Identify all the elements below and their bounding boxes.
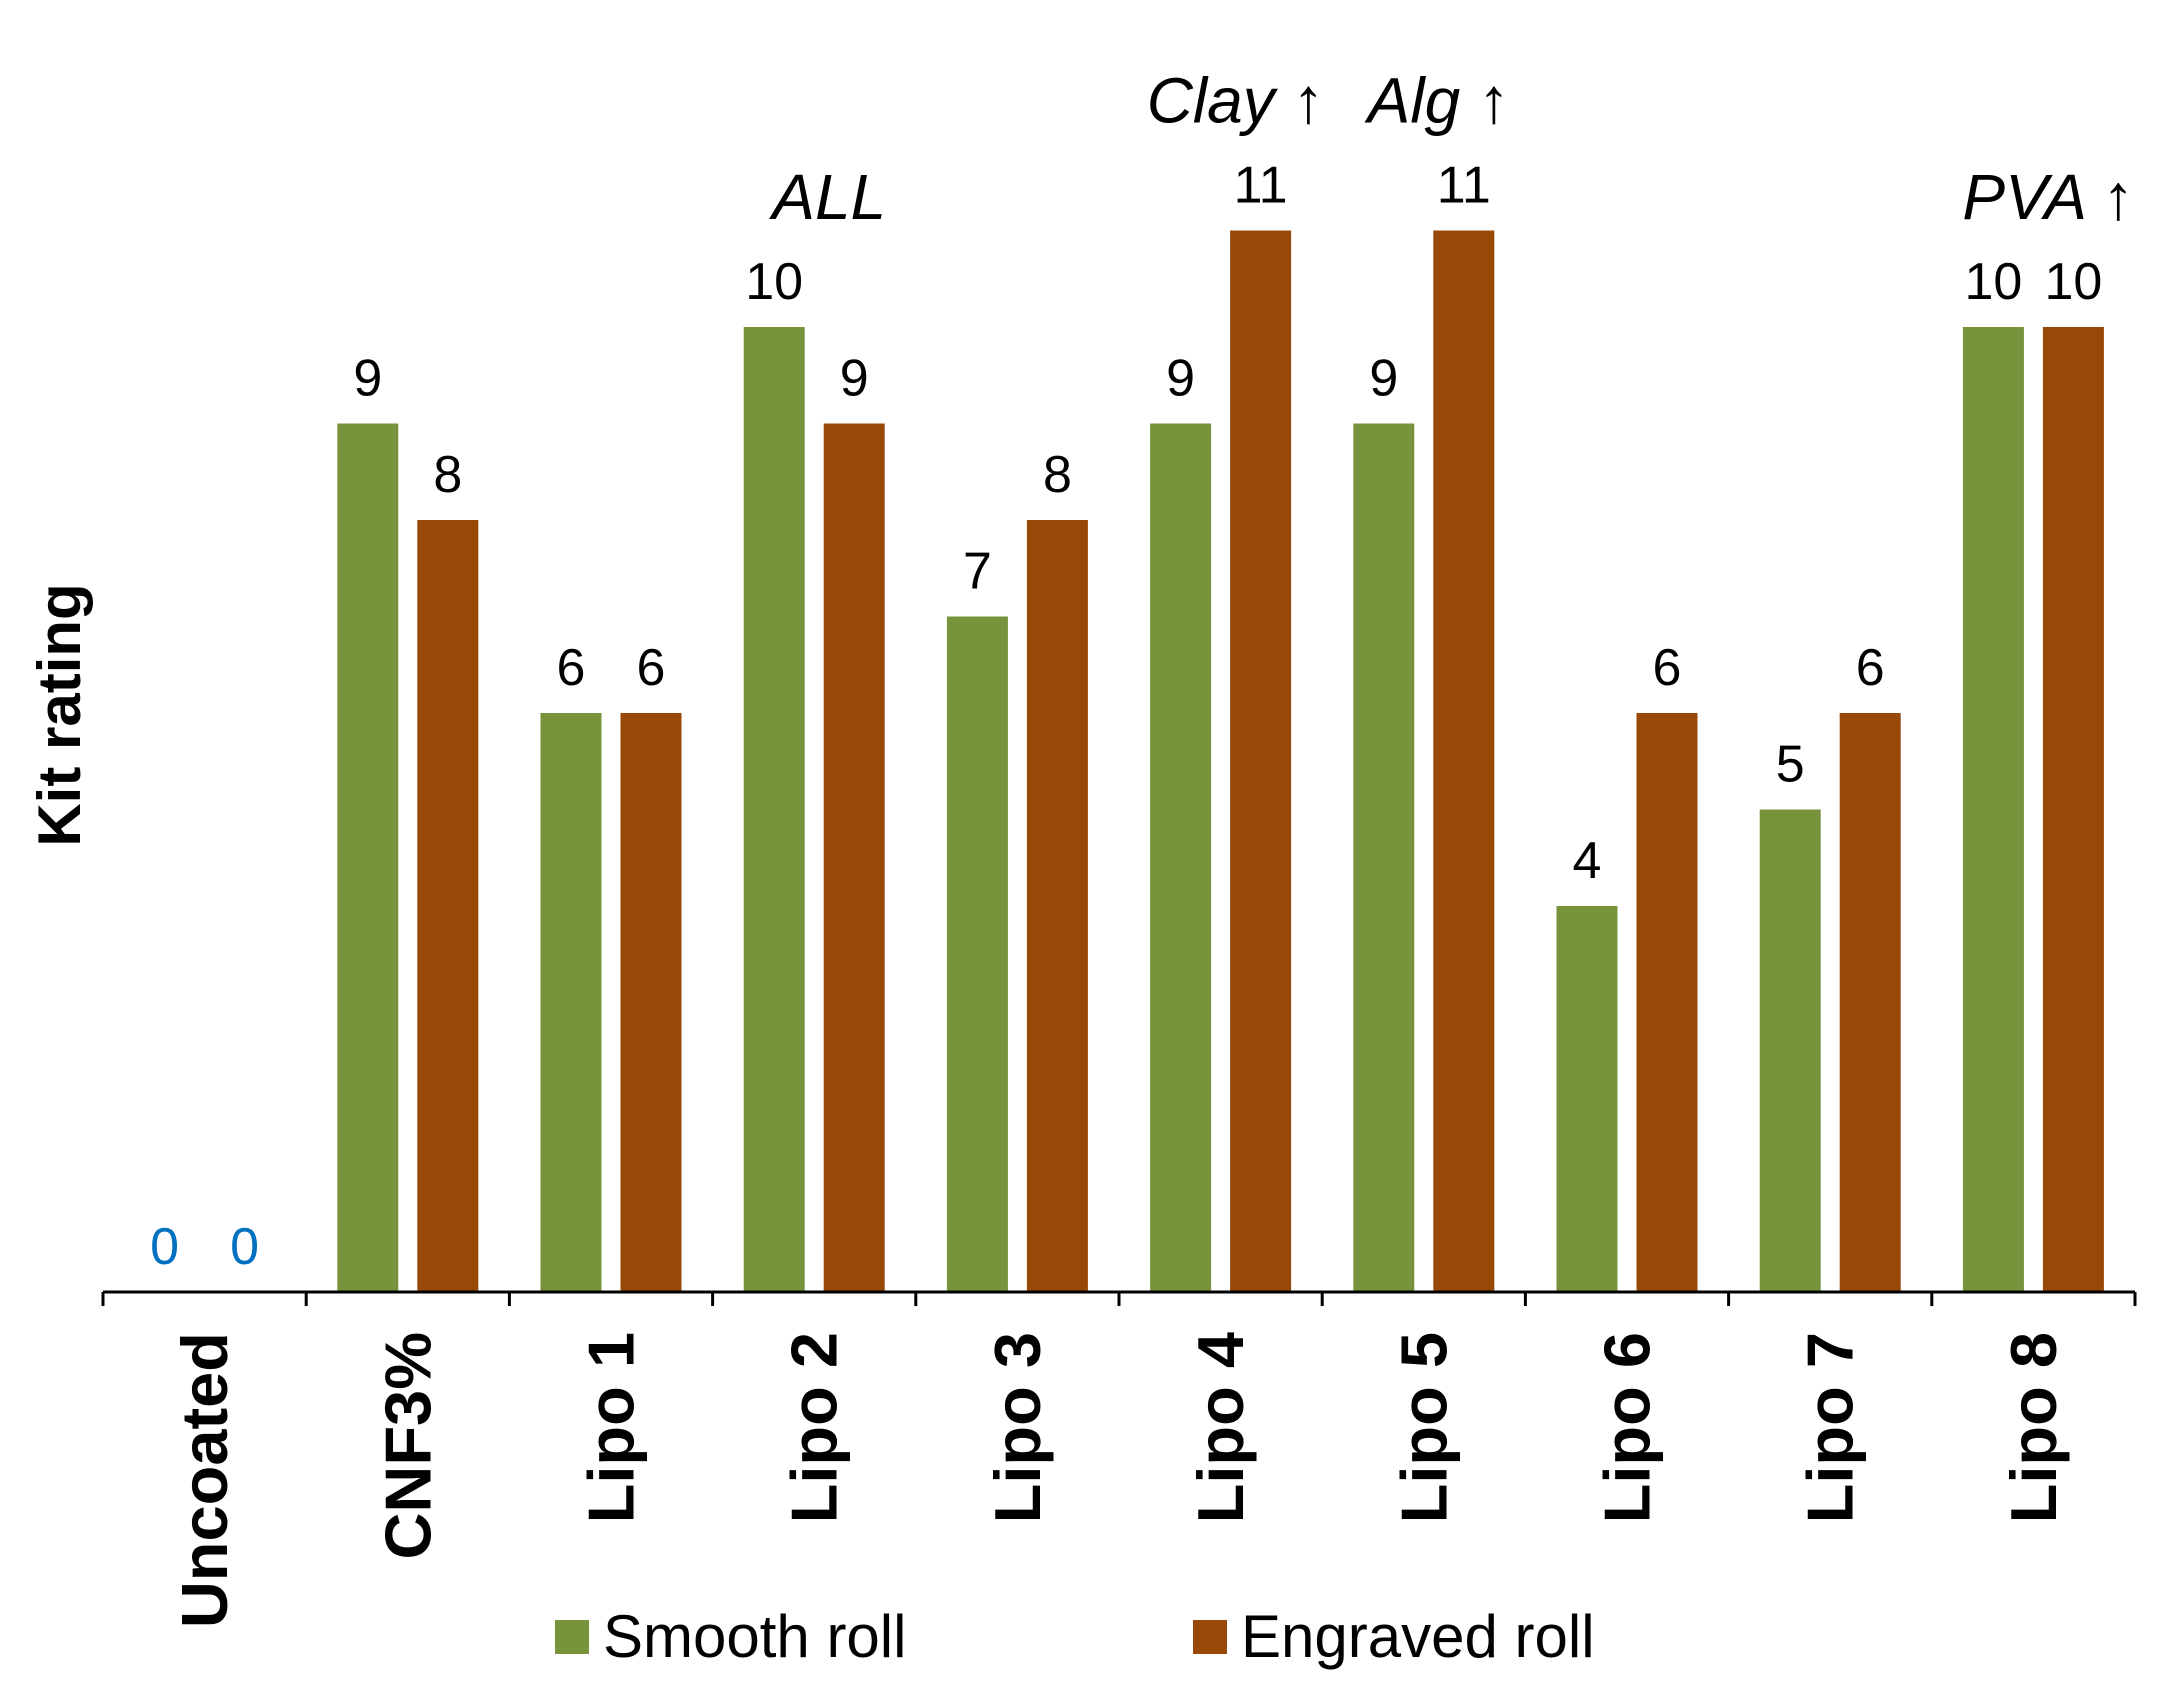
bar-lipo-3-engraved [1026, 520, 1088, 1292]
value-label: 0 [150, 1218, 179, 1276]
y-axis-label: Kit rating [26, 583, 93, 846]
category-label: Lipo 3 [981, 1332, 1054, 1523]
annotation-label: Alg ↑ [1364, 65, 1510, 137]
value-label: 8 [433, 446, 462, 504]
bars-layer [337, 230, 2104, 1292]
value-label: 7 [963, 543, 992, 601]
bar-lipo-6-smooth [1556, 906, 1618, 1292]
bar-cnf3--engraved [417, 520, 479, 1292]
value-label: 6 [1856, 639, 1885, 697]
category-label: Lipo 2 [778, 1332, 851, 1523]
bar-lipo-1-engraved [620, 713, 682, 1292]
value-label: 10 [745, 253, 803, 311]
value-label: 9 [1166, 350, 1195, 408]
category-label: Lipo 7 [1794, 1332, 1867, 1523]
value-label: 9 [840, 350, 869, 408]
value-label: 6 [557, 639, 586, 697]
value-label: 10 [1964, 253, 2022, 311]
category-label: Lipo 4 [1184, 1332, 1257, 1523]
category-label: Lipo 1 [575, 1332, 648, 1523]
bar-lipo-8-engraved [2042, 327, 2104, 1292]
bar-lipo-8-smooth [1962, 327, 2024, 1292]
value-label: 0 [230, 1218, 259, 1276]
annotation-label: Clay ↑ [1147, 65, 1325, 137]
legend-swatch [555, 1620, 589, 1654]
value-label: 5 [1776, 736, 1805, 794]
value-label: 11 [1234, 157, 1288, 215]
value-label: 8 [1043, 446, 1072, 504]
category-labels-layer: Uncoated CNF3% Lipo 1 Lipo 2 Lipo 3 Lipo 4 Lip… [168, 1332, 2070, 1628]
bar-lipo-7-smooth [1759, 809, 1821, 1292]
annotation-label: ALL [768, 161, 886, 233]
category-label: Lipo 5 [1387, 1332, 1460, 1523]
bar-lipo-5-smooth [1353, 423, 1415, 1292]
category-label: Uncoated [168, 1332, 241, 1628]
legend-swatch [1193, 1620, 1227, 1654]
value-label: 9 [353, 350, 382, 408]
bar-lipo-1-smooth [540, 713, 602, 1292]
bar-cnf3--smooth [337, 423, 399, 1292]
bar-lipo-6-engraved [1636, 713, 1698, 1292]
value-label: 4 [1573, 832, 1602, 890]
value-label: 9 [1369, 350, 1398, 408]
value-label: 6 [1653, 639, 1682, 697]
category-label: Lipo 8 [1997, 1332, 2070, 1523]
x-axis [101, 1290, 2137, 1306]
bar-lipo-2-engraved [823, 423, 885, 1292]
legend-label: Engraved roll [1241, 1603, 1595, 1670]
legend-label: Smooth roll [603, 1603, 906, 1670]
bar-lipo-4-smooth [1150, 423, 1212, 1292]
legend: Smooth roll Engraved roll [555, 1603, 1595, 1670]
bar-lipo-4-engraved [1230, 230, 1292, 1292]
category-label: Lipo 6 [1591, 1332, 1664, 1523]
annotation-label: PVA ↑ [1962, 161, 2134, 233]
value-label: 11 [1437, 157, 1491, 215]
bar-lipo-3-smooth [946, 616, 1008, 1292]
category-label: CNF3% [371, 1332, 444, 1560]
bar-lipo-2-smooth [743, 327, 805, 1292]
annotations-layer: ALL Clay ↑ Alg ↑ PVA ↑ [768, 65, 2134, 234]
value-label: 10 [2044, 253, 2102, 311]
value-label: 6 [637, 639, 666, 697]
bar-lipo-5-engraved [1433, 230, 1495, 1292]
bar-lipo-7-engraved [1839, 713, 1901, 1292]
